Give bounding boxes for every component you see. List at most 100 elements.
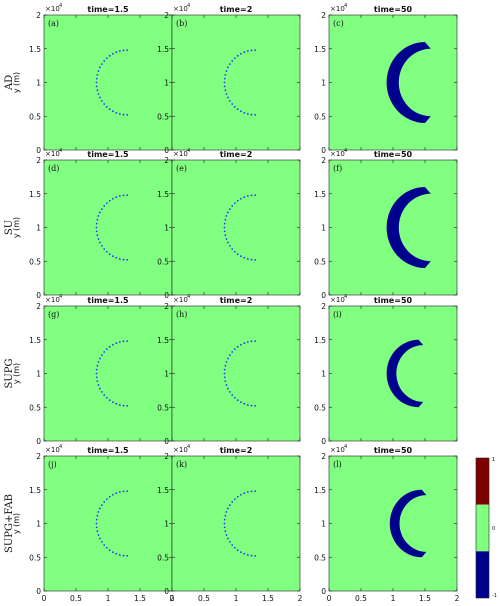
arc-point: [115, 111, 118, 114]
panel-time-title: time=1.5: [87, 446, 129, 455]
arc-point: [236, 253, 239, 256]
arc-point: [96, 530, 99, 533]
arc-point: [108, 345, 111, 348]
arc-point: [254, 49, 257, 51]
y-tick-label: 2: [36, 452, 41, 461]
panel-time-title: time=2: [220, 446, 253, 455]
arc-point: [236, 199, 239, 202]
arc-point: [105, 546, 108, 549]
arc-point: [97, 215, 100, 217]
arc-point: [101, 63, 103, 65]
panel-i: (i) time=50 ×10 4 0 0.5 1 1.5 2: [314, 294, 458, 446]
panel-label: (k): [176, 460, 187, 469]
arc-point: [246, 113, 249, 115]
arc-point: [236, 345, 239, 348]
panel-d: (d)time=1.5×10 400.511.52y (m): [12, 148, 173, 300]
arc-point: [254, 259, 257, 261]
arc-point: [246, 50, 249, 52]
arc-point: [243, 256, 246, 259]
y-tick-label: 1: [36, 79, 41, 88]
arc-point: [243, 492, 246, 495]
arc-point: [126, 490, 129, 492]
arc-point: [240, 197, 242, 200]
arc-point: [225, 215, 228, 217]
arc-point: [103, 205, 106, 207]
arc-point: [224, 364, 227, 367]
y-tick-label: 0: [164, 587, 169, 596]
row-method-label: SUPG+FAB: [4, 494, 15, 553]
panel-field: [44, 160, 172, 295]
arc-point: [223, 522, 226, 525]
arc-point: [223, 376, 226, 379]
arc-point: [126, 555, 129, 557]
arc-point: [95, 372, 98, 375]
colorbar-segment-positive: [476, 458, 489, 505]
panel-label: (h): [176, 310, 187, 319]
y-exponent-base: ×10: [173, 150, 188, 158]
arc-point: [95, 518, 98, 521]
y-exponent-power: 4: [59, 3, 62, 9]
panel-label: (c): [333, 19, 344, 28]
y-tick-label: 0: [321, 437, 326, 446]
x-tick-label: 0.5: [70, 594, 82, 603]
arc-point: [115, 342, 118, 345]
arc-point: [233, 546, 236, 549]
panel-f: (f)time=50×10 400.511.52: [314, 148, 458, 300]
y-tick-label: 1: [36, 370, 41, 379]
y-tick-label: 0.5: [29, 112, 41, 121]
y-exponent-power: 4: [187, 444, 190, 450]
arc-point: [240, 255, 242, 258]
arc-point: [236, 54, 239, 57]
y-tick-label: 2: [164, 452, 169, 461]
arc-point: [96, 89, 99, 92]
y-tick-label: 2: [321, 452, 326, 461]
arc-point: [223, 368, 226, 371]
arc-point: [112, 110, 114, 113]
y-tick-label: 0.5: [157, 553, 169, 562]
x-tick-label: 2: [455, 594, 460, 603]
arc-point: [97, 70, 100, 72]
y-tick-label: 2: [164, 302, 169, 311]
x-tick-label: 1: [391, 594, 396, 603]
crescent-region: [389, 489, 427, 558]
arc-point: [236, 549, 239, 552]
panel-time-title: time=1.5: [87, 296, 129, 305]
panel-time-title: time=2: [220, 296, 253, 305]
arc-point: [101, 354, 103, 356]
arc-point: [236, 108, 239, 111]
y-tick-label: 2: [164, 156, 169, 165]
arc-point: [254, 490, 257, 492]
crescent-region: [386, 187, 431, 268]
arc-point: [227, 241, 229, 244]
arc-point: [229, 208, 231, 210]
arc-point: [254, 114, 257, 116]
arc-point: [103, 60, 106, 62]
arc-point: [101, 208, 103, 210]
row-method-label: AD: [4, 75, 15, 91]
arc-point: [223, 518, 226, 521]
arc-point: [231, 544, 234, 546]
y-tick-label: 0: [164, 146, 169, 155]
arc-point: [224, 89, 227, 92]
arc-point: [225, 70, 228, 72]
y-tick-label: 0.5: [157, 112, 169, 121]
panel-field: [172, 306, 300, 441]
y-tick-label: 0.5: [314, 553, 326, 562]
arc-point: [118, 50, 121, 52]
arc-point: [229, 354, 231, 356]
arc-point: [112, 401, 114, 404]
arc-point: [103, 544, 106, 546]
y-exponent-base: ×10: [173, 5, 188, 13]
arc-point: [105, 202, 108, 205]
arc-point: [95, 81, 98, 84]
arc-point: [250, 194, 253, 197]
arc-point: [236, 495, 239, 498]
arc-point: [101, 541, 103, 543]
arc-point: [96, 514, 99, 517]
arc-point: [254, 340, 257, 342]
arc-point: [97, 361, 100, 363]
x-tick-label: 0: [42, 594, 47, 603]
arc-point: [224, 380, 227, 383]
y-tick-label: 1.5: [157, 336, 169, 345]
